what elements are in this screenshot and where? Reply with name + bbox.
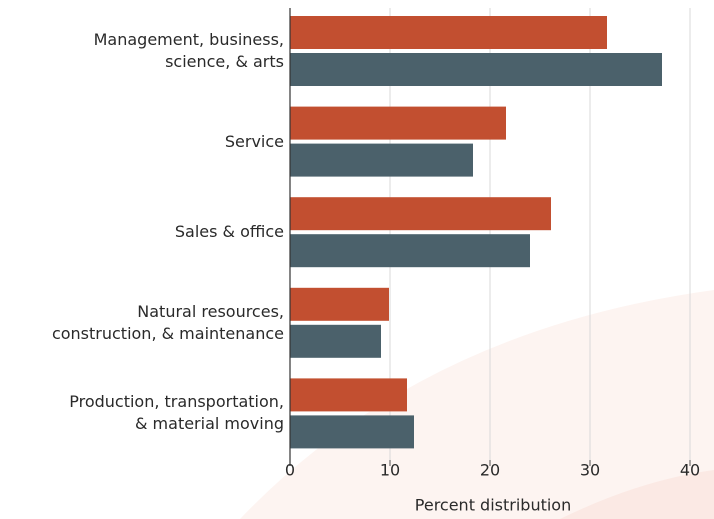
x-tick-label: 0 [285,461,295,480]
category-label: Natural resources, construction, & maint… [51,301,284,343]
bar [290,197,551,231]
x-tick-label: 10 [380,461,400,480]
bar [290,415,414,449]
background-shape [560,470,714,519]
x-tick-label: 30 [580,461,600,480]
category-label: Management, business, science, & arts [93,30,284,71]
background-shape [240,290,714,519]
bar [290,106,506,140]
bar [290,143,473,177]
category-label: Production, transportation, & material m… [69,392,284,434]
bar [290,234,530,268]
bar [290,324,381,358]
bar [290,53,662,86]
category-label: Service [224,131,284,151]
bar [290,287,389,321]
x-axis-label: Percent distribution [415,496,571,515]
x-tick-label: 20 [480,461,500,480]
bar [290,16,607,49]
x-tick-label: 40 [680,461,700,480]
category-label: Sales & office [174,222,284,242]
bar [290,378,407,412]
